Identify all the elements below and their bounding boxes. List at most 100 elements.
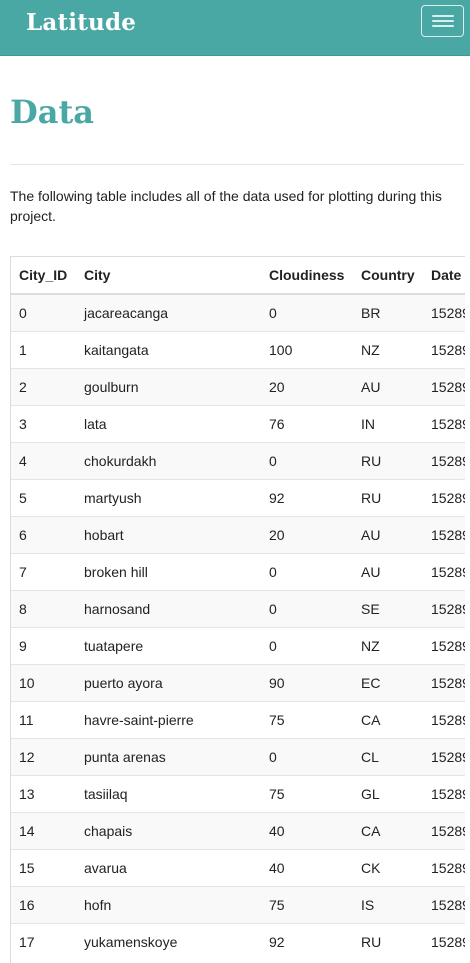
cell-country: AU bbox=[353, 368, 423, 405]
cell-city: chokurdakh bbox=[76, 442, 261, 479]
cell-city: tuatapere bbox=[76, 627, 261, 664]
cell-city: punta arenas bbox=[76, 738, 261, 775]
cell-country: IS bbox=[353, 886, 423, 923]
brand-link[interactable]: Latitude bbox=[26, 9, 136, 36]
cell-city: chapais bbox=[76, 812, 261, 849]
cell-country: NZ bbox=[353, 627, 423, 664]
cell-country: RU bbox=[353, 479, 423, 516]
table-row: 9tuatapere0NZ15289 bbox=[11, 627, 465, 664]
cell-country: CA bbox=[353, 701, 423, 738]
cell-city-id: 10 bbox=[11, 664, 76, 701]
cell-city: broken hill bbox=[76, 553, 261, 590]
cell-city: havre-saint-pierre bbox=[76, 701, 261, 738]
cell-city-id: 9 bbox=[11, 627, 76, 664]
table-row: 2goulburn20AU15289 bbox=[11, 368, 465, 405]
cell-city: harnosand bbox=[76, 590, 261, 627]
cell-cloudiness: 0 bbox=[261, 627, 353, 664]
column-header-city: City bbox=[76, 257, 261, 294]
cell-city-id: 6 bbox=[11, 516, 76, 553]
cell-city-id: 4 bbox=[11, 442, 76, 479]
cell-city-id: 2 bbox=[11, 368, 76, 405]
cell-city: goulburn bbox=[76, 368, 261, 405]
divider bbox=[10, 164, 464, 165]
cell-city-id: 8 bbox=[11, 590, 76, 627]
column-header-country: Country bbox=[353, 257, 423, 294]
cell-city: kaitangata bbox=[76, 331, 261, 368]
navbar: Latitude bbox=[0, 0, 470, 56]
cell-city-id: 5 bbox=[11, 479, 76, 516]
cell-city-id: 3 bbox=[11, 405, 76, 442]
cell-cloudiness: 76 bbox=[261, 405, 353, 442]
cell-country: GL bbox=[353, 775, 423, 812]
cell-country: RU bbox=[353, 442, 423, 479]
cell-country: CK bbox=[353, 849, 423, 886]
cell-city-id: 14 bbox=[11, 812, 76, 849]
table-row: 17yukamenskoye92RU15289 bbox=[11, 923, 465, 960]
hamburger-menu-button[interactable] bbox=[421, 5, 464, 37]
table-row: 13tasiilaq75GL15289 bbox=[11, 775, 465, 812]
cell-city-id: 12 bbox=[11, 738, 76, 775]
data-table: City_ID City Cloudiness Country Date 0 ja… bbox=[11, 257, 465, 960]
cell-city: hobart bbox=[76, 516, 261, 553]
data-table-container[interactable]: City_ID City Cloudiness Country Date 0 ja… bbox=[10, 256, 465, 963]
hamburger-menu-icon bbox=[432, 25, 454, 27]
cell-cloudiness: 40 bbox=[261, 849, 353, 886]
cell-cloudiness: 0 bbox=[261, 590, 353, 627]
hamburger-menu-icon bbox=[432, 15, 454, 17]
cell-country: CA bbox=[353, 812, 423, 849]
column-header-date: Date bbox=[423, 257, 465, 294]
cell-city: lata bbox=[76, 405, 261, 442]
cell-cloudiness: 92 bbox=[261, 479, 353, 516]
cell-city: tasiilaq bbox=[76, 775, 261, 812]
cell-cloudiness: 0 bbox=[261, 294, 353, 331]
cell-city: martyush bbox=[76, 479, 261, 516]
cell-city-id: 17 bbox=[11, 923, 76, 960]
cell-country: BR bbox=[353, 294, 423, 331]
column-header-cloudiness: Cloudiness bbox=[261, 257, 353, 294]
table-row: 16hofn75IS15289 bbox=[11, 886, 465, 923]
cell-city-id: 11 bbox=[11, 701, 76, 738]
table-row: 5martyush92RU15289 bbox=[11, 479, 465, 516]
cell-country: EC bbox=[353, 664, 423, 701]
cell-cloudiness: 100 bbox=[261, 331, 353, 368]
table-row: 14chapais40CA15289 bbox=[11, 812, 465, 849]
cell-country: SE bbox=[353, 590, 423, 627]
cell-country: RU bbox=[353, 923, 423, 960]
cell-city: hofn bbox=[76, 886, 261, 923]
cell-city-id: 16 bbox=[11, 886, 76, 923]
table-row: 1kaitangata100NZ15289 bbox=[11, 331, 465, 368]
cell-cloudiness: 40 bbox=[261, 812, 353, 849]
cell-cloudiness: 92 bbox=[261, 923, 353, 960]
cell-cloudiness: 20 bbox=[261, 516, 353, 553]
cell-city-id: 7 bbox=[11, 553, 76, 590]
cell-country: IN bbox=[353, 405, 423, 442]
cell-cloudiness: 75 bbox=[261, 775, 353, 812]
cell-city: jacareacanga bbox=[76, 294, 261, 331]
cell-cloudiness: 75 bbox=[261, 701, 353, 738]
cell-cloudiness: 90 bbox=[261, 664, 353, 701]
intro-text: The following table includes all of the … bbox=[10, 186, 460, 226]
table-header-row: City_ID City Cloudiness Country Date bbox=[11, 257, 465, 294]
page-title: Data bbox=[10, 93, 94, 131]
cell-city-id: 13 bbox=[11, 775, 76, 812]
hamburger-menu-icon bbox=[432, 20, 454, 22]
